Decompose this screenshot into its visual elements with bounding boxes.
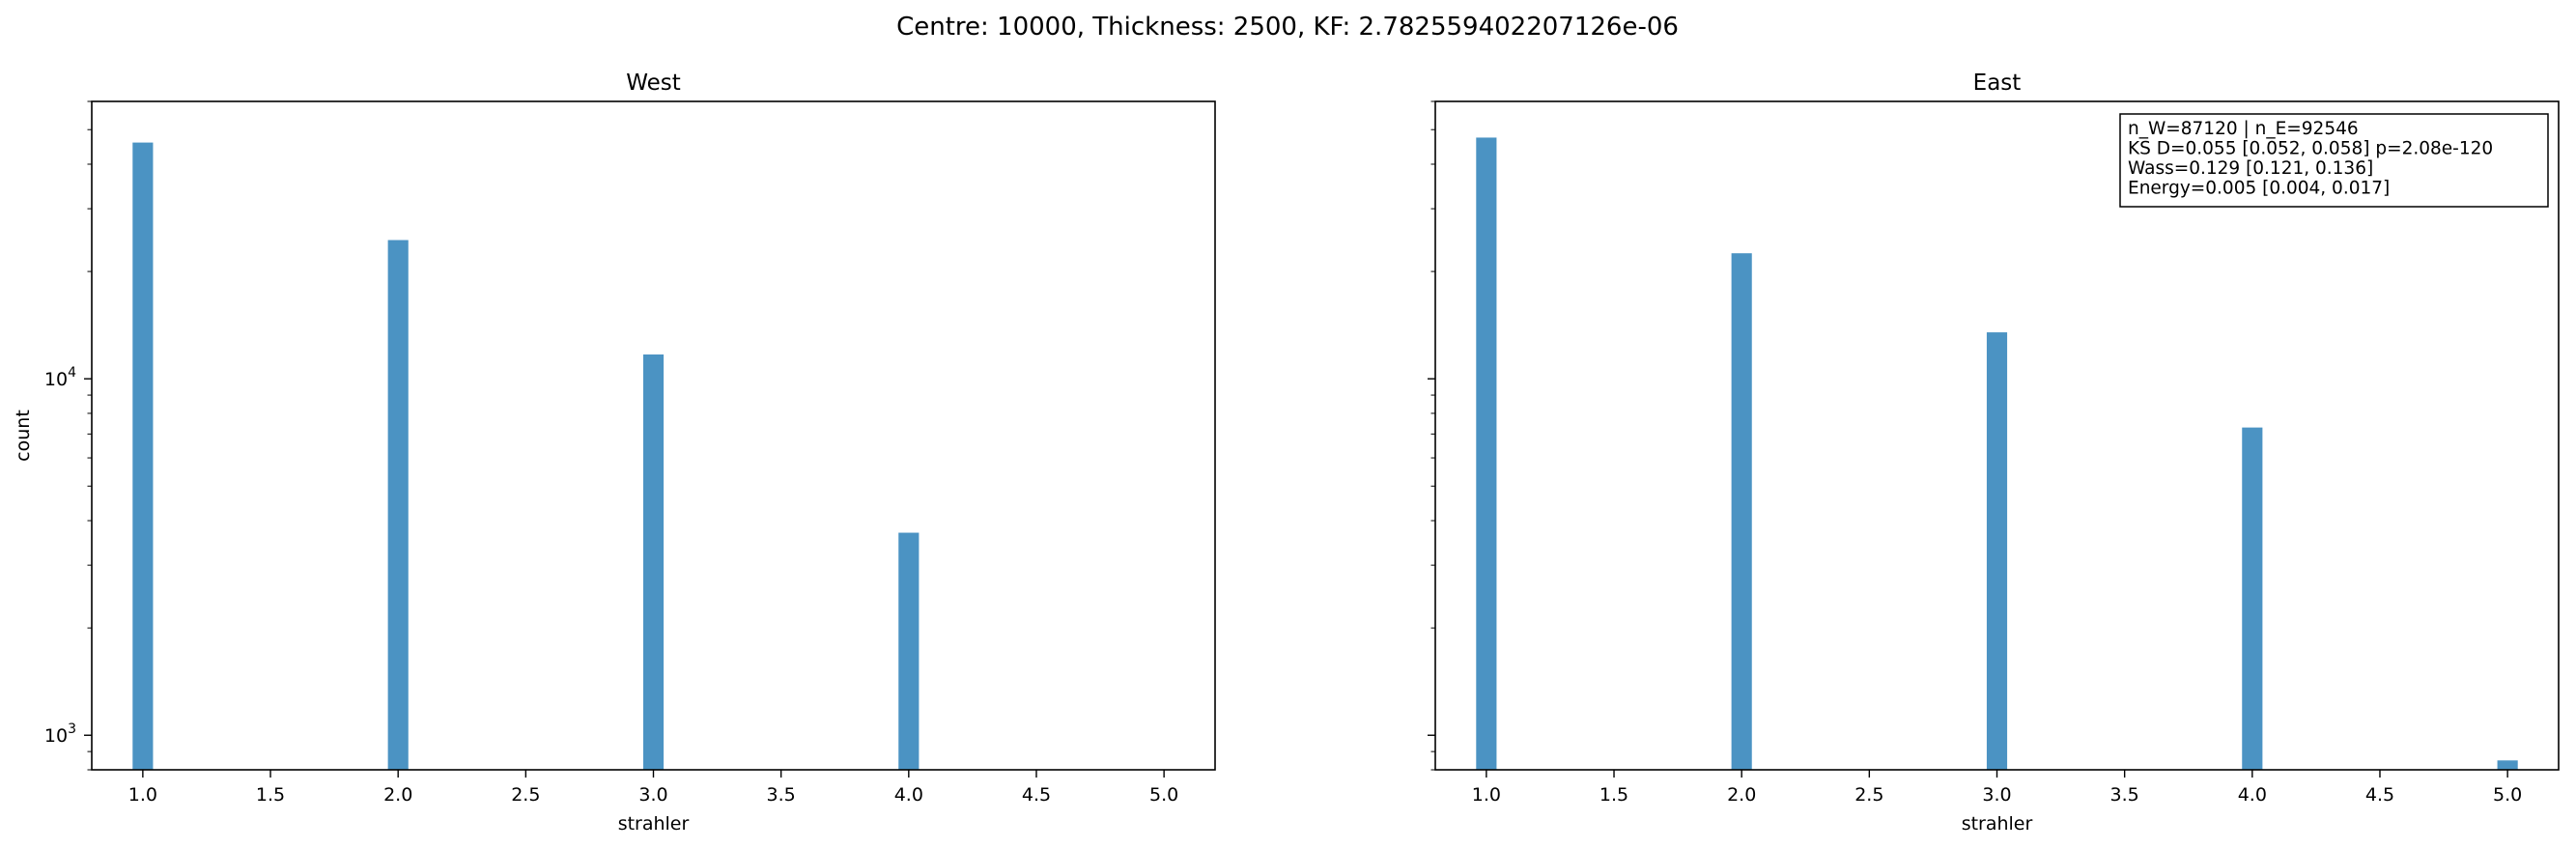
x-tick-label: 3.0: [638, 784, 667, 806]
bar: [1986, 332, 2008, 770]
bar: [2242, 427, 2263, 770]
x-tick-label: 1.5: [1599, 784, 1628, 806]
x-tick-label: 3.5: [2110, 784, 2139, 806]
x-tick-label: 4.0: [894, 784, 923, 806]
x-tick-label: 1.5: [256, 784, 285, 806]
x-tick-label: 2.0: [1727, 784, 1756, 806]
chart-panel-west: 1.0 1.5 2.0 2.5 3.0 3.5 4.0 4.5 5.0 103 104 West str…: [13, 71, 1216, 835]
chart-panel-east: 1.0 1.5 2.0 2.5 3.0 3.5 4.0 4.5 5.0 East strahler n…: [1428, 71, 2560, 835]
x-tick-label: 5.0: [2493, 784, 2522, 806]
x-tick-label: 2.5: [511, 784, 540, 806]
x-tick-label: 2.0: [383, 784, 412, 806]
bar: [2497, 760, 2518, 770]
bar: [387, 240, 409, 770]
x-tick-label: 4.5: [2365, 784, 2394, 806]
bar: [1476, 137, 1497, 770]
bar: [132, 142, 154, 770]
x-axis-label: strahler: [1962, 813, 2033, 835]
panel-title: West: [626, 71, 681, 96]
bar: [642, 354, 665, 770]
y-tick-label: 103: [44, 722, 76, 747]
x-tick-label: 3.0: [1982, 784, 2011, 806]
bar: [1731, 253, 1752, 771]
x-tick-label: 3.5: [767, 784, 796, 806]
x-axis-label: strahler: [618, 813, 690, 835]
y-axis-label: count: [13, 410, 34, 462]
bar: [898, 532, 920, 770]
x-tick-label: 4.0: [2238, 784, 2267, 806]
x-tick-label: 2.5: [1854, 784, 1883, 806]
x-tick-label: 1.0: [128, 784, 157, 806]
stats-annotation-line: Wass=0.129 [0.121, 0.136]: [2128, 158, 2373, 179]
x-tick-label: 1.0: [1472, 784, 1501, 806]
x-tick-label: 4.5: [1022, 784, 1051, 806]
panel-title: East: [1973, 71, 2022, 96]
stats-annotation-line: n_W=87120 | n_E=92546: [2128, 119, 2359, 139]
x-tick-label: 5.0: [1149, 784, 1178, 806]
stats-annotation-line: Energy=0.005 [0.004, 0.017]: [2128, 179, 2390, 199]
figure-title: Centre: 10000, Thickness: 2500, KF: 2.78…: [896, 13, 1679, 42]
stats-annotation-line: KS D=0.055 [0.052, 0.058] p=2.08e-120: [2128, 139, 2493, 159]
y-tick-label: 104: [44, 365, 76, 390]
stats-annotation-box: [2119, 113, 2549, 208]
